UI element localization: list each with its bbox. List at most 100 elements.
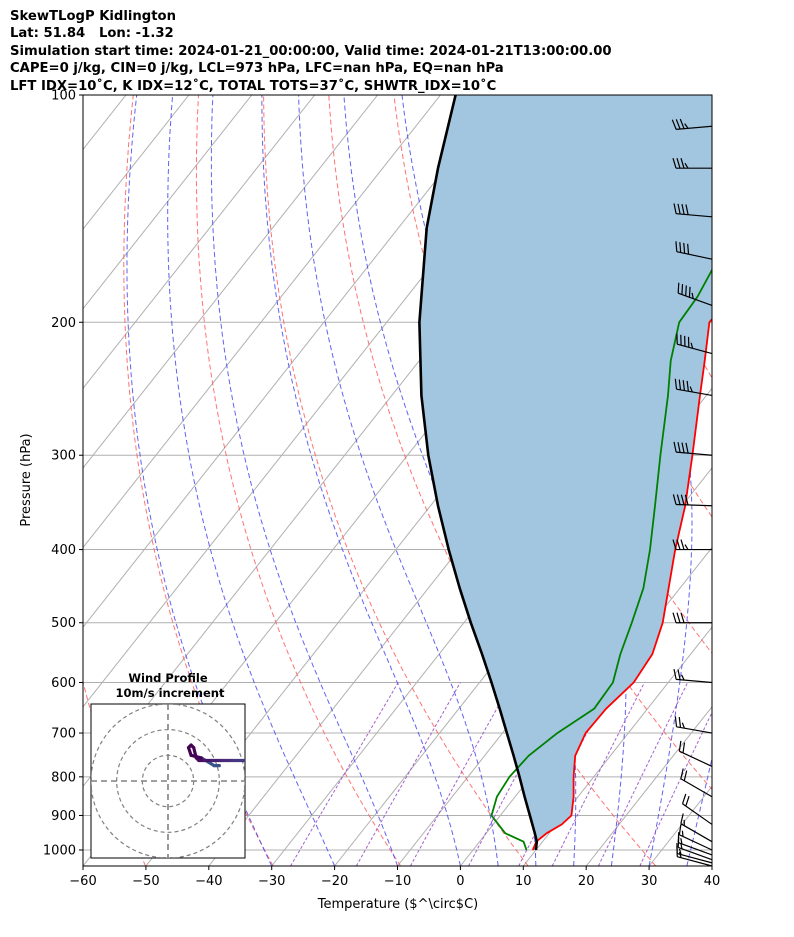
barb-shaft [676,503,713,507]
barb-feather [679,118,685,129]
barb-feather [685,442,689,454]
barb-feather [681,830,684,837]
barb-feather [681,674,685,681]
barb-feather [685,204,689,215]
isotherm [83,95,441,549]
barb-shaft [679,834,713,851]
wind-barb [674,378,713,397]
barb-feather [684,494,689,506]
barb-feather [687,243,690,255]
wind-barb [677,282,713,307]
y-tick-label: 100 [51,89,76,104]
barb-shaft [677,846,713,861]
barb-feather [685,285,687,296]
wind-barb [673,669,713,684]
barb-shaft [676,726,713,734]
barb-feather [684,162,689,169]
barb-feather [683,770,688,781]
barb-feather [681,793,687,804]
barb-feather [678,824,682,835]
dry-adiabat [0,95,18,866]
barb-shaft [676,251,713,260]
barb-feather [672,539,677,550]
barb-feather [674,378,678,390]
isotherm [83,95,504,628]
y-tick-label: 700 [51,727,76,742]
x-tick-label: −60 [69,874,96,889]
parcel-line [418,95,539,851]
y-tick-label: 300 [51,449,76,464]
barb-feather [682,742,686,753]
barb-feather [680,838,683,845]
wind-barb [680,813,713,843]
location-line: Lat: 51.84 Lon: -1.32 [10,26,174,42]
barb-feather [688,286,691,298]
barb-feather [672,612,677,623]
x-tick-label: −30 [258,874,285,889]
chart-header: SkewTLogP Kidlington Lat: 51.84 Lon: -1.… [10,8,612,95]
barb-feather [678,848,682,855]
wind-barb [676,843,713,864]
barb-feather [681,442,685,453]
barb-feather [676,157,681,169]
cin-shading [419,95,712,850]
hodograph-trace [192,746,198,760]
barb-feather [676,494,681,505]
barb-feather [671,119,677,130]
mixing-ratio-line [551,682,645,866]
isotherm [397,467,712,866]
wind-barb [673,441,713,456]
barb-feather [677,669,681,680]
mixing-ratio-line [639,711,712,866]
isotherm [83,95,253,310]
hodograph-title: Wind Profile [128,671,208,685]
barb-feather [677,203,681,215]
barb-feather [678,740,682,752]
simulation-time-line: Simulation start time: 2024-01-21_00:00:… [10,43,612,59]
hodograph-plot [91,704,245,858]
dry-adiabat [123,95,274,866]
dewpoint-line [490,268,712,851]
barb-shaft [679,750,713,767]
barb-feather [673,203,677,214]
barb-feather [673,441,677,453]
barb-shaft [676,213,713,218]
barb-shaft [676,125,713,130]
y-tick-label: 600 [51,676,76,691]
barb-feather [680,157,685,169]
wind-barb [672,494,713,507]
barb-feather [680,813,684,824]
x-tick-label: 10 [515,874,532,889]
barb-shaft [677,852,713,864]
barb-feather [685,795,690,807]
barb-shaft [677,856,713,867]
barb-shaft [677,842,713,856]
barb-feather [681,204,685,215]
barb-feather [678,379,682,390]
dry-adiabat [195,95,402,866]
barb-feather [673,669,677,680]
moist-adiabat [167,95,336,866]
barb-feather [683,242,686,254]
indices-line: LFT IDX=10˚C, K IDX=12˚C, TOTAL TOTS=37˚… [10,78,497,94]
chart-title: SkewTLogP Kidlington [10,9,176,24]
dry-adiabat [720,95,794,866]
temperature-line [531,317,712,851]
x-tick-label: −50 [132,874,159,889]
barb-feather [677,832,680,843]
barb-feather [680,539,685,550]
wind-barb [680,768,713,798]
wind-barb [676,333,713,355]
wind-barb [672,612,712,624]
barb-feather [674,716,678,727]
y-tick-label: 500 [51,616,76,631]
isotherm [775,95,794,866]
x-tick-label: −10 [384,874,411,889]
moist-adiabat [261,95,461,866]
wind-barb [672,539,712,551]
isotherm [522,626,712,866]
barb-feather [680,494,685,505]
barb-feather [684,544,689,550]
mixing-ratio-line [290,682,399,866]
